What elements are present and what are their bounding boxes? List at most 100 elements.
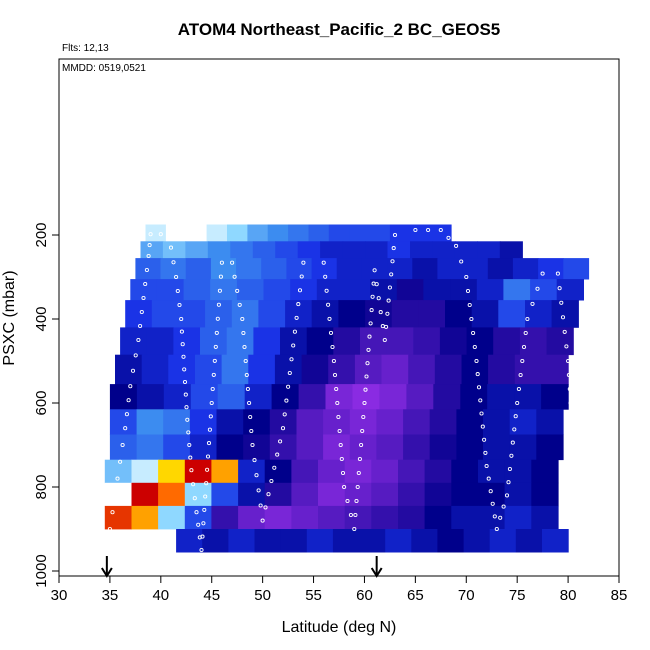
heatmap-cell bbox=[131, 459, 159, 484]
track-point bbox=[330, 344, 335, 350]
plot-frame bbox=[58, 58, 620, 577]
track-point bbox=[217, 288, 222, 293]
track-point bbox=[148, 232, 153, 237]
x-tick-label: 35 bbox=[102, 587, 119, 604]
track-point bbox=[266, 492, 271, 497]
heatmap-cell bbox=[424, 459, 452, 484]
heatmap-cell bbox=[184, 482, 213, 507]
heatmap-cell bbox=[376, 434, 404, 461]
track-point bbox=[570, 428, 575, 434]
track-point bbox=[530, 301, 535, 306]
track-point bbox=[269, 478, 274, 484]
track-point bbox=[289, 357, 294, 362]
heatmap-cell bbox=[290, 279, 318, 301]
track-point bbox=[207, 427, 212, 432]
heatmap-cell bbox=[478, 482, 506, 507]
track-point bbox=[296, 302, 301, 307]
track-point bbox=[191, 482, 196, 487]
track-point bbox=[374, 282, 379, 287]
track-point bbox=[256, 488, 261, 493]
heatmap-cell bbox=[493, 327, 521, 356]
heatmap-cell bbox=[408, 354, 436, 385]
track-point bbox=[175, 288, 180, 294]
track-point bbox=[179, 329, 184, 334]
heatmap-cell bbox=[450, 279, 478, 301]
heatmap-cell bbox=[514, 354, 543, 385]
dates-annotation: MMDD: 0519,0521 bbox=[62, 63, 146, 74]
heatmap-cell bbox=[403, 409, 431, 435]
track-point bbox=[180, 342, 185, 347]
heatmap-cell bbox=[504, 459, 532, 484]
track-point bbox=[212, 358, 217, 363]
heatmap-cell bbox=[211, 505, 239, 530]
heatmap-cell bbox=[354, 354, 383, 385]
track-point bbox=[201, 521, 206, 526]
track-point bbox=[323, 274, 328, 279]
heatmap-cell bbox=[541, 384, 569, 410]
down-arrow-icon bbox=[101, 556, 113, 578]
track-point bbox=[513, 414, 518, 419]
heatmap-cell bbox=[387, 258, 413, 280]
track-point bbox=[386, 298, 391, 303]
heatmap-cell bbox=[525, 300, 553, 328]
track-point bbox=[362, 400, 367, 406]
track-point bbox=[348, 512, 353, 518]
heatmap-cell bbox=[318, 459, 346, 484]
track-point bbox=[254, 473, 259, 478]
heatmap-cell bbox=[318, 482, 346, 507]
track-point bbox=[136, 337, 141, 343]
heatmap-cell bbox=[512, 258, 539, 280]
heatmap-cell bbox=[332, 529, 360, 553]
heatmap-cell bbox=[504, 505, 532, 530]
track-point bbox=[106, 539, 111, 544]
heatmap-cell bbox=[451, 459, 479, 484]
heatmap-cell bbox=[115, 354, 143, 385]
heatmap-cell bbox=[515, 529, 543, 553]
track-point bbox=[535, 286, 540, 291]
heatmap-cell bbox=[160, 258, 187, 280]
track-point bbox=[105, 552, 110, 557]
heatmap-cell bbox=[471, 300, 499, 328]
heatmap-cell bbox=[200, 327, 228, 356]
flights-annotation: Flts: 12,13 bbox=[62, 43, 109, 54]
heatmap-cell bbox=[185, 258, 212, 280]
heatmap-cell bbox=[269, 434, 298, 461]
track-point bbox=[215, 316, 220, 321]
heatmap-cell bbox=[131, 505, 159, 530]
track-point bbox=[378, 310, 383, 315]
heatmap-cell bbox=[243, 409, 271, 435]
track-point bbox=[143, 281, 148, 287]
heatmap-cell bbox=[163, 434, 191, 461]
heatmap-cell bbox=[391, 300, 419, 328]
heatmap-cell bbox=[488, 354, 516, 385]
track-point bbox=[328, 330, 334, 335]
heatmap-cell bbox=[306, 529, 334, 553]
heatmap-cell bbox=[145, 224, 167, 242]
heatmap-cell bbox=[109, 409, 138, 435]
track-point bbox=[555, 271, 560, 276]
track-point bbox=[182, 367, 187, 372]
heatmap-cell bbox=[291, 482, 319, 507]
heatmap-cell bbox=[487, 384, 515, 410]
heatmap-cell bbox=[254, 529, 282, 553]
track-point bbox=[258, 503, 263, 508]
y-tick-label: 400 bbox=[33, 306, 50, 331]
heatmap-cell bbox=[263, 279, 291, 301]
x-tick-label: 80 bbox=[560, 587, 577, 604]
track-point bbox=[199, 547, 204, 553]
heatmap-cell bbox=[454, 241, 478, 259]
heatmap-cell bbox=[120, 327, 148, 356]
heatmap-cell bbox=[531, 482, 559, 507]
heatmap-cell bbox=[280, 529, 308, 553]
heatmap-cell bbox=[158, 459, 186, 484]
track-point bbox=[357, 456, 362, 462]
heatmap-cell bbox=[217, 384, 246, 410]
track-point bbox=[515, 400, 520, 406]
track-point bbox=[249, 428, 254, 434]
track-point bbox=[478, 398, 483, 403]
heatmap-cell bbox=[410, 241, 434, 259]
track-point bbox=[359, 442, 364, 448]
track-point bbox=[340, 470, 346, 476]
track-point bbox=[187, 442, 192, 448]
track-point bbox=[474, 358, 479, 364]
